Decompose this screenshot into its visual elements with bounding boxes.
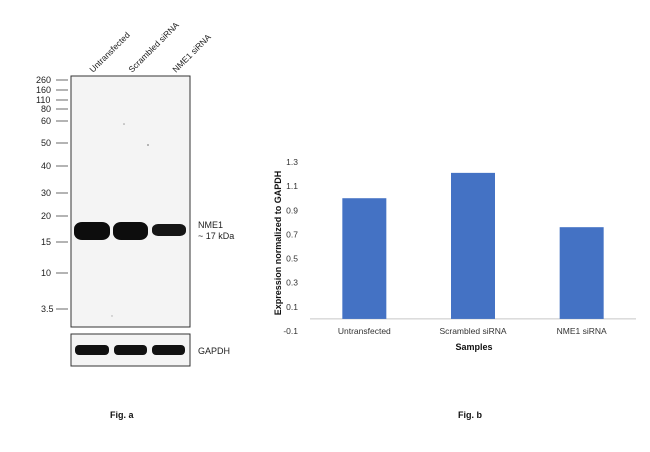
gapdh-label: GAPDH	[198, 346, 230, 356]
gapdh-band-scrambled	[114, 345, 147, 355]
marker-label-30: 30	[41, 188, 51, 198]
bar-scrambled-sirna	[451, 172, 495, 319]
x-tick-label: Scrambled siRNA	[439, 326, 506, 336]
lane-label-nme1-sirna: NME1 siRNA	[170, 32, 213, 75]
marker-label-20: 20	[41, 211, 51, 221]
x-axis: Untransfected Scrambled siRNA NME1 siRNA	[338, 326, 607, 336]
blot-speck	[147, 144, 149, 146]
western-blot-panel: Untransfected Scrambled siRNA NME1 siRNA…	[36, 20, 234, 420]
marker-label-10: 10	[41, 268, 51, 278]
main-blot-membrane	[70, 75, 191, 328]
bar-chart-panel: Expression normalized to GAPDH Samples 1…	[273, 157, 636, 420]
marker-label-40: 40	[41, 161, 51, 171]
marker-label-50: 50	[41, 138, 51, 148]
marker-label-15: 15	[41, 237, 51, 247]
figure-a-caption: Fig. a	[110, 410, 134, 420]
marker-label-80: 80	[41, 104, 51, 114]
bar-series	[310, 172, 636, 320]
y-tick-label: 1.3	[286, 157, 298, 167]
y-tick-label: 0.9	[286, 205, 298, 215]
x-tick-label: NME1 siRNA	[557, 326, 607, 336]
bar-untransfected	[342, 198, 387, 319]
nme1-band-untransfected	[74, 222, 110, 240]
nme1-bands	[74, 222, 186, 240]
x-tick-label: Untransfected	[338, 326, 391, 336]
marker-label-260: 260	[36, 75, 51, 85]
y-tick-label: -0.1	[283, 326, 298, 336]
chart-xlabel: Samples	[455, 342, 492, 352]
y-tick-label: 0.1	[286, 302, 298, 312]
nme1-band-label: NME1	[198, 220, 223, 230]
marker-label-3-5: 3.5	[41, 304, 54, 314]
nme1-band-scrambled	[113, 222, 148, 240]
y-tick-label: 0.7	[286, 229, 298, 239]
chart-ylabel: Expression normalized to GAPDH	[273, 171, 283, 316]
blot-speck	[111, 315, 113, 317]
gapdh-band-untransfected	[75, 345, 109, 355]
y-axis: 1.3 1.1 0.9 0.7 0.5 0.3 0.1 -0.1	[283, 157, 298, 336]
y-tick-label: 0.3	[286, 278, 298, 288]
blot-speck	[123, 123, 125, 125]
marker-label-110: 110	[36, 95, 50, 105]
nme1-band-size: ~ 17 kDa	[198, 231, 234, 241]
bar-nme1-sirna	[559, 227, 604, 319]
figure-b-caption: Fig. b	[458, 410, 482, 420]
nme1-band-nme1-sirna	[152, 224, 186, 236]
marker-label-60: 60	[41, 116, 51, 126]
gapdh-band-nme1-sirna	[152, 345, 185, 355]
mw-markers: 260 160 110 80 60 50 40 30 20 15 10 3.5	[36, 75, 68, 314]
y-tick-label: 0.5	[286, 254, 298, 264]
marker-label-160: 160	[36, 85, 51, 95]
y-tick-label: 1.1	[286, 181, 298, 191]
